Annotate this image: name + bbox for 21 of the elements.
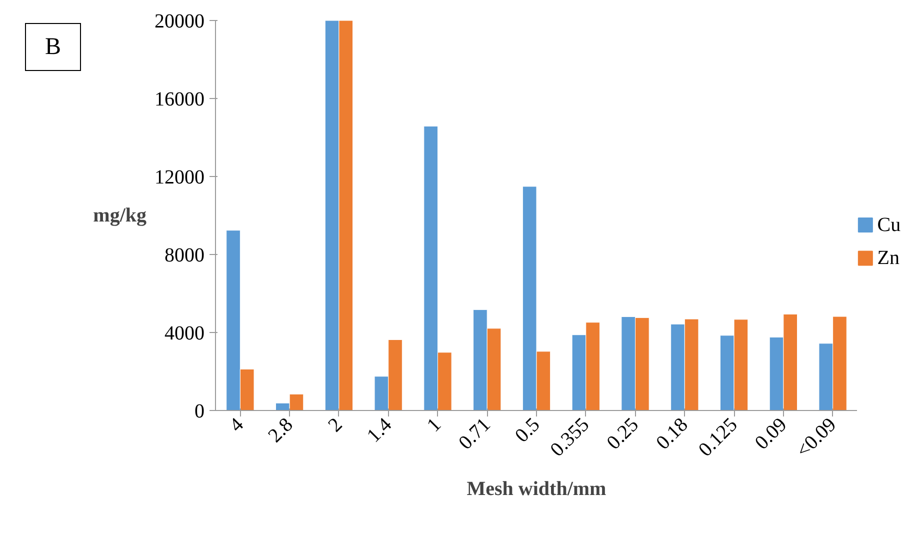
x-tick-label: 1.4: [362, 414, 396, 447]
x-tick-label: 0.09: [750, 414, 792, 454]
x-tick-label: 0.71: [454, 414, 495, 454]
x-tick-label: 0.18: [652, 414, 692, 454]
y-tick-label: 4000: [164, 322, 204, 344]
y-axis-title: mg/kg: [93, 204, 147, 226]
x-tick-label: 1: [422, 414, 446, 436]
text: B: [25, 23, 81, 71]
x-axis-title: Mesh width/mm: [466, 478, 607, 500]
x-tick-label: 4: [225, 414, 248, 436]
y-tick-label: 0: [194, 400, 204, 422]
y-tick-label: 16000: [154, 88, 204, 110]
x-tick-label: 0.5: [511, 414, 544, 447]
legend-label: Zn: [877, 247, 900, 270]
x-tick-label: 2: [324, 414, 347, 436]
y-tick-label: 12000: [154, 166, 204, 188]
y-tick-label: 20000: [154, 10, 204, 32]
x-tick-label: 2.8: [264, 414, 298, 447]
y-tick-label: 8000: [164, 244, 204, 266]
x-tick-label: 0.25: [602, 414, 644, 454]
legend-label: Cu: [877, 214, 901, 236]
